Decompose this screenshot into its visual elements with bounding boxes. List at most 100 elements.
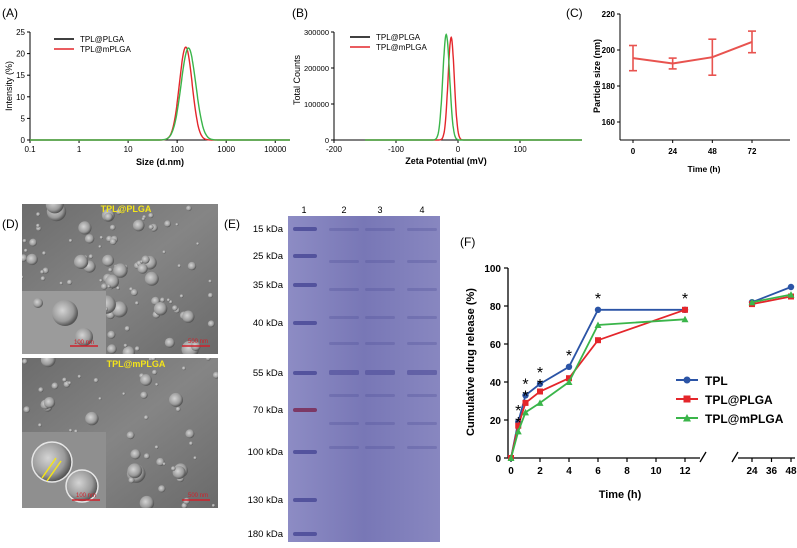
tem-particle (152, 369, 158, 375)
tem-particle (84, 234, 95, 244)
tem-particle (158, 485, 166, 493)
gel-image (288, 216, 440, 542)
chart-a-x-tick-label: 10000 (264, 145, 287, 154)
tem-particle (127, 463, 143, 479)
chart-f-x-tick-label: 12 (679, 466, 691, 477)
chart-f-significance-star: * (522, 376, 528, 393)
tem-particle (42, 251, 46, 256)
gel-sample-band (329, 260, 359, 263)
tem-particle (99, 235, 103, 240)
tem-particle (51, 382, 59, 390)
chart-c-particle-size-stability: 0 24 48 72 160 180 200 220 Time (h) Particle s… (592, 10, 790, 174)
chart-a-y-tick-label: 25 (16, 28, 25, 37)
tem-particle (128, 477, 135, 484)
chart-f-x-tick-label: 4 (566, 466, 572, 477)
gel-marker-label: 40 kDa (253, 318, 284, 329)
chart-f-point-plga (595, 337, 601, 344)
tem-particle (164, 337, 175, 348)
chart-a-x-tick-label: 1 (77, 145, 82, 154)
gel-sample-band (329, 228, 359, 231)
gel-sample-band (329, 342, 359, 345)
chart-c-series-line (632, 40, 753, 65)
tem-particle (177, 264, 181, 268)
gel-marker-band (293, 498, 317, 502)
tem-particle (40, 358, 56, 368)
chart-f-point-tpl (787, 283, 795, 291)
chart-f-x-tick-label: 48 (785, 466, 797, 477)
tem-particle (109, 238, 117, 245)
tem-particle (187, 261, 197, 271)
chart-f-axis-break (699, 451, 707, 463)
tem-particle (36, 212, 41, 217)
tem-particle (98, 245, 102, 249)
chart-f-significance-star: * (515, 403, 521, 420)
tem-particle (175, 406, 181, 412)
tem-particle (140, 374, 152, 386)
chart-f-point-tpl (565, 363, 573, 370)
tem-particle (88, 254, 94, 259)
chart-f-series-tpl-line (751, 286, 792, 304)
tem-bottom-scale-text: 500 nm (188, 493, 208, 499)
chart-c-y-tick-label: 220 (602, 10, 616, 19)
chart-b-xlabel: Zeta Potential (mV) (405, 156, 487, 166)
tem-particle (109, 224, 116, 231)
gel-marker-label: 55 kDa (253, 368, 284, 379)
tem-particle (148, 224, 154, 230)
tem-particle (193, 456, 197, 460)
chart-f-significance-star: * (566, 348, 572, 365)
gel-sample-band (407, 260, 437, 263)
chart-f-significance-star: * (537, 377, 543, 394)
chart-b-legend-plga: TPL@PLGA (376, 33, 421, 42)
chart-f-y-tick-label: 40 (490, 378, 502, 389)
tem-particle (29, 238, 37, 247)
gel-marker-band (293, 450, 317, 454)
chart-f-x-tick-label: 36 (766, 466, 778, 477)
gel-marker-label: 25 kDa (253, 251, 284, 262)
tem-particle (208, 292, 213, 298)
tem-particle (69, 428, 73, 432)
chart-b-ylabel: Total Counts (292, 54, 302, 105)
chart-f-legend-label: TPL@PLGA (705, 393, 773, 407)
tem-particle (155, 382, 159, 387)
tem-particle (164, 220, 172, 228)
tem-particle (137, 263, 148, 274)
tem-particle (141, 255, 150, 264)
gel-sample-band (407, 422, 437, 425)
chart-f-point-mplga (536, 399, 544, 406)
tem-particle (67, 381, 72, 385)
panel-label-c: (C) (566, 6, 583, 20)
tem-particle (107, 330, 116, 339)
chart-f-significance-star: * (682, 291, 688, 308)
tem-particle (78, 221, 92, 235)
chart-f-xlabel: Time (h) (599, 489, 642, 501)
chart-a-size-distribution: 0.1 1 10 100 1000 10000 0 5 10 15 20 25 Size (d.nm… (4, 28, 290, 167)
chart-a-y-tick-label: 0 (21, 136, 26, 145)
tem-particle (43, 397, 56, 409)
chart-f-legend-marker (683, 395, 691, 403)
tem-particle (211, 503, 216, 508)
gel-sample-band (407, 394, 437, 397)
chart-b-zeta-potential: -200 -100 0 100 0 100000 200000 300000 Zeta Po… (292, 28, 582, 166)
chart-a-x-tick-label: 1000 (217, 145, 235, 154)
chart-f-legend-marker (683, 414, 691, 422)
chart-f-point-mplga (522, 408, 529, 416)
chart-b-y-tick-label: 0 (325, 136, 329, 145)
chart-f-point-mplga (787, 291, 795, 298)
tem-particle (98, 397, 102, 401)
gel-marker-label: 35 kDa (253, 280, 284, 291)
tem-particle (124, 326, 130, 332)
tem-particle (205, 358, 211, 361)
tem-particle (156, 457, 165, 467)
chart-a-y-tick-label: 10 (16, 93, 25, 102)
chart-c-x-tick-label: 0 (631, 147, 636, 156)
tem-particle (107, 284, 111, 288)
chart-f-y-tick-label: 80 (490, 302, 502, 313)
gel-sample-band (329, 288, 359, 291)
tem-particle (101, 283, 108, 290)
tem-particle (141, 217, 146, 221)
gel-sample-band (407, 342, 437, 345)
tem-particle (45, 204, 64, 214)
gel-sample-band (407, 316, 437, 319)
gel-sample-band (407, 370, 437, 375)
